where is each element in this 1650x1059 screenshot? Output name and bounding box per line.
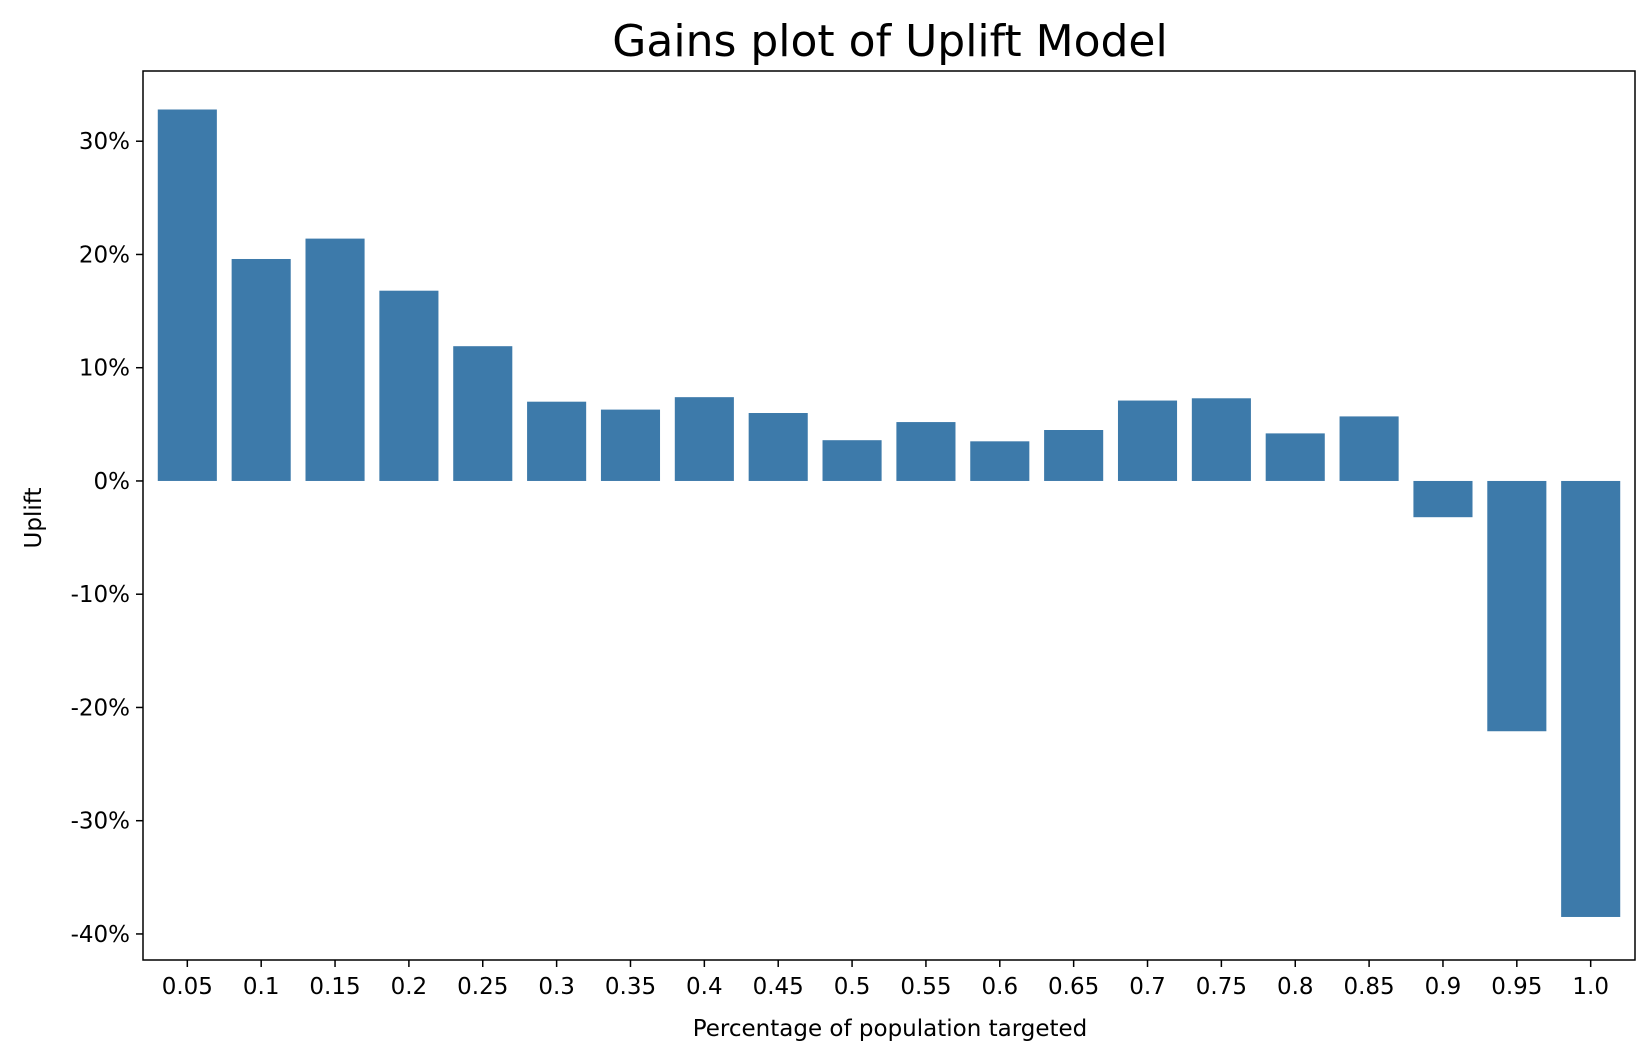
bar: [674, 397, 734, 481]
x-tick-label: 0.25: [457, 974, 508, 1000]
bar: [748, 413, 808, 481]
y-axis: 30% 20% 10% 0% -10% -20% -30% -40%: [71, 129, 143, 948]
y-tick-label: -10%: [71, 582, 130, 608]
x-tick-label: 0.7: [1129, 974, 1166, 1000]
bar: [1191, 398, 1251, 481]
bar: [1339, 416, 1399, 481]
x-tick-label: 0.15: [309, 974, 360, 1000]
x-axis-label: Percentage of population targeted: [693, 1016, 1088, 1042]
y-tick-label: -40%: [71, 922, 130, 948]
bars-group: [157, 109, 1621, 917]
x-tick-label: 0.8: [1277, 974, 1314, 1000]
bar: [305, 238, 365, 481]
y-tick-label: 10%: [79, 356, 130, 382]
x-tick-label: 0.5: [834, 974, 871, 1000]
x-tick-label: 0.4: [686, 974, 723, 1000]
y-tick-label: 30%: [79, 129, 130, 155]
bar: [157, 109, 217, 481]
bar: [822, 440, 882, 481]
x-tick-label: 0.9: [1425, 974, 1462, 1000]
bar: [970, 441, 1030, 481]
x-tick-label: 1.0: [1572, 974, 1609, 1000]
chart-title: Gains plot of Uplift Model: [612, 16, 1167, 67]
bar: [379, 290, 439, 481]
bar: [1561, 480, 1621, 917]
plot-frame: [142, 70, 1636, 961]
y-tick-label: -20%: [71, 695, 130, 721]
x-tick-label: 0.35: [605, 974, 656, 1000]
x-tick-label: 0.65: [1048, 974, 1099, 1000]
x-axis: 0.05 0.1 0.15 0.2 0.25 0.3 0.35 0.4 0.45 0.5 0.55 0…: [162, 960, 1609, 1000]
bar: [1487, 480, 1547, 732]
bar: [527, 401, 587, 481]
x-tick-label: 0.05: [162, 974, 213, 1000]
bar: [896, 422, 956, 481]
y-axis-label: Uplift: [21, 488, 47, 549]
x-tick-label: 0.45: [753, 974, 804, 1000]
bar: [600, 409, 661, 481]
x-tick-label: 0.55: [900, 974, 951, 1000]
bar: [231, 258, 291, 481]
x-tick-label: 0.95: [1491, 974, 1542, 1000]
x-tick-label: 0.3: [538, 974, 575, 1000]
bar: [1265, 433, 1325, 481]
bar: [1117, 400, 1178, 481]
bar: [453, 346, 513, 481]
bar: [1413, 480, 1473, 518]
y-tick-label: 0%: [94, 469, 131, 495]
x-tick-label: 0.6: [982, 974, 1019, 1000]
y-tick-label: -30%: [71, 809, 130, 835]
y-tick-label: 20%: [79, 242, 130, 268]
x-tick-label: 0.85: [1343, 974, 1394, 1000]
x-tick-label: 0.2: [391, 974, 428, 1000]
bar: [1044, 430, 1104, 481]
x-tick-label: 0.1: [243, 974, 280, 1000]
x-tick-label: 0.75: [1196, 974, 1247, 1000]
